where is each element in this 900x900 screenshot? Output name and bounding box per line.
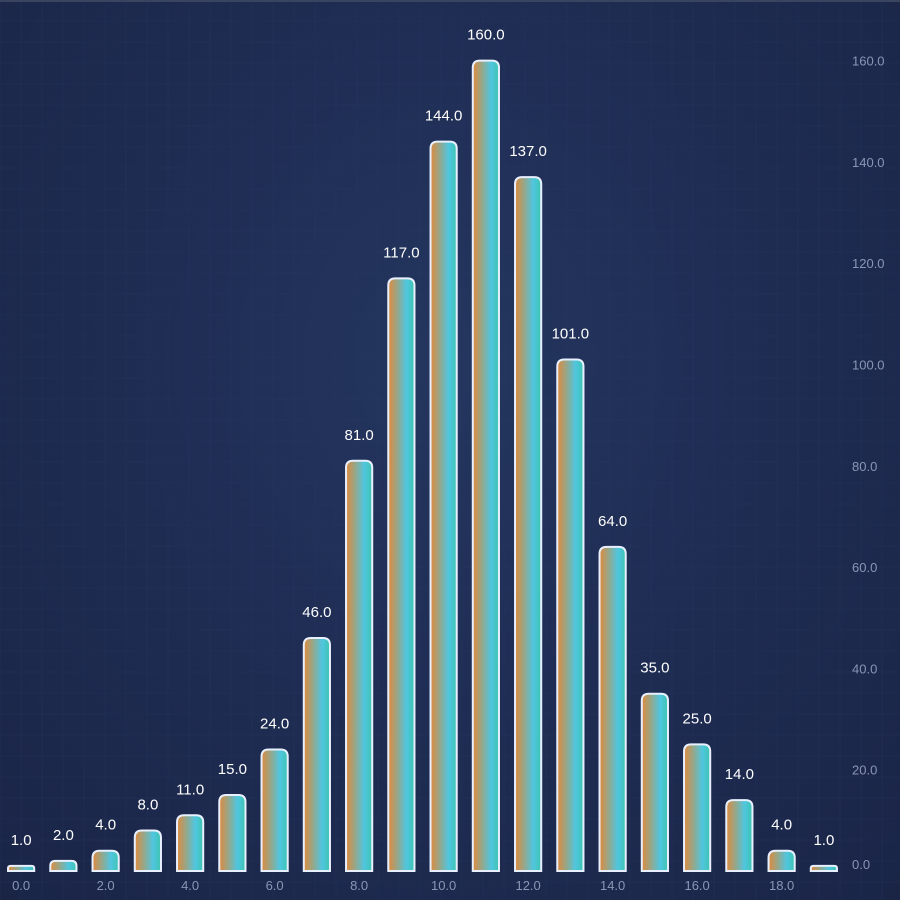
bar [49, 859, 78, 872]
x-tick-label: 18.0 [769, 878, 794, 893]
data-label: 35.0 [640, 660, 669, 677]
data-label: 64.0 [598, 513, 627, 530]
x-tick-label: 16.0 [684, 878, 709, 893]
data-label: 4.0 [95, 817, 116, 834]
y-tick-label: 40.0 [852, 661, 877, 676]
data-label-layer: 1.0 2.0 4.0 8.0 11.0 15.0 24.0 46.0 81.0 117.0 144… [11, 27, 835, 849]
bar [809, 864, 838, 872]
bar [598, 545, 627, 872]
bar [345, 459, 374, 872]
bar [556, 358, 585, 872]
x-tick-label: 8.0 [350, 878, 368, 893]
data-label: 4.0 [771, 817, 792, 834]
y-tick-label: 120.0 [852, 256, 885, 271]
y-tick-label: 160.0 [852, 54, 885, 69]
bar [91, 849, 120, 872]
x-tick-label: 0.0 [12, 878, 30, 893]
bar [133, 829, 162, 872]
top-border [0, 0, 900, 2]
bar [176, 814, 205, 872]
data-label: 101.0 [552, 325, 590, 342]
bar-layer [7, 59, 838, 872]
x-tick-label: 12.0 [515, 878, 540, 893]
data-label: 160.0 [467, 27, 505, 44]
bar [767, 849, 796, 872]
bar [218, 794, 247, 872]
data-label: 117.0 [383, 244, 419, 261]
y-tick-label: 80.0 [852, 459, 877, 474]
data-label: 1.0 [813, 832, 834, 849]
y-tick-label: 140.0 [852, 155, 885, 170]
data-label: 14.0 [725, 766, 754, 783]
data-label: 15.0 [218, 761, 247, 778]
data-label: 8.0 [137, 796, 158, 813]
bar [429, 140, 458, 872]
data-label: 46.0 [302, 604, 331, 621]
y-tick-label: 0.0 [852, 857, 870, 872]
x-tick-label: 4.0 [181, 878, 199, 893]
data-label: 25.0 [683, 710, 712, 727]
data-label: 11.0 [176, 781, 204, 798]
bar [471, 59, 500, 872]
data-label: 1.0 [11, 832, 32, 849]
data-label: 137.0 [509, 143, 547, 160]
bar [514, 176, 543, 872]
x-tick-label: 2.0 [97, 878, 115, 893]
x-tick-label: 14.0 [600, 878, 625, 893]
bar [302, 637, 331, 872]
data-label: 2.0 [53, 827, 74, 844]
bar [683, 743, 712, 872]
x-tick-label: 6.0 [266, 878, 284, 893]
y-axis: 0.0 20.0 40.0 60.0 80.0 100.0 120.0 140.0 160.0 [852, 54, 885, 872]
bar [7, 864, 36, 872]
bar [725, 799, 754, 872]
data-label: 81.0 [345, 427, 374, 444]
data-label: 144.0 [425, 108, 463, 125]
data-label: 24.0 [260, 715, 289, 732]
y-tick-label: 100.0 [852, 358, 885, 373]
bar [640, 692, 669, 872]
bar [260, 748, 289, 872]
x-tick-label: 10.0 [431, 878, 456, 893]
x-axis: 0.0 2.0 4.0 6.0 8.0 10.0 12.0 14.0 16.0 18.0 [12, 878, 794, 893]
bar [387, 277, 416, 872]
y-tick-label: 60.0 [852, 560, 877, 575]
y-tick-label: 20.0 [852, 763, 877, 778]
